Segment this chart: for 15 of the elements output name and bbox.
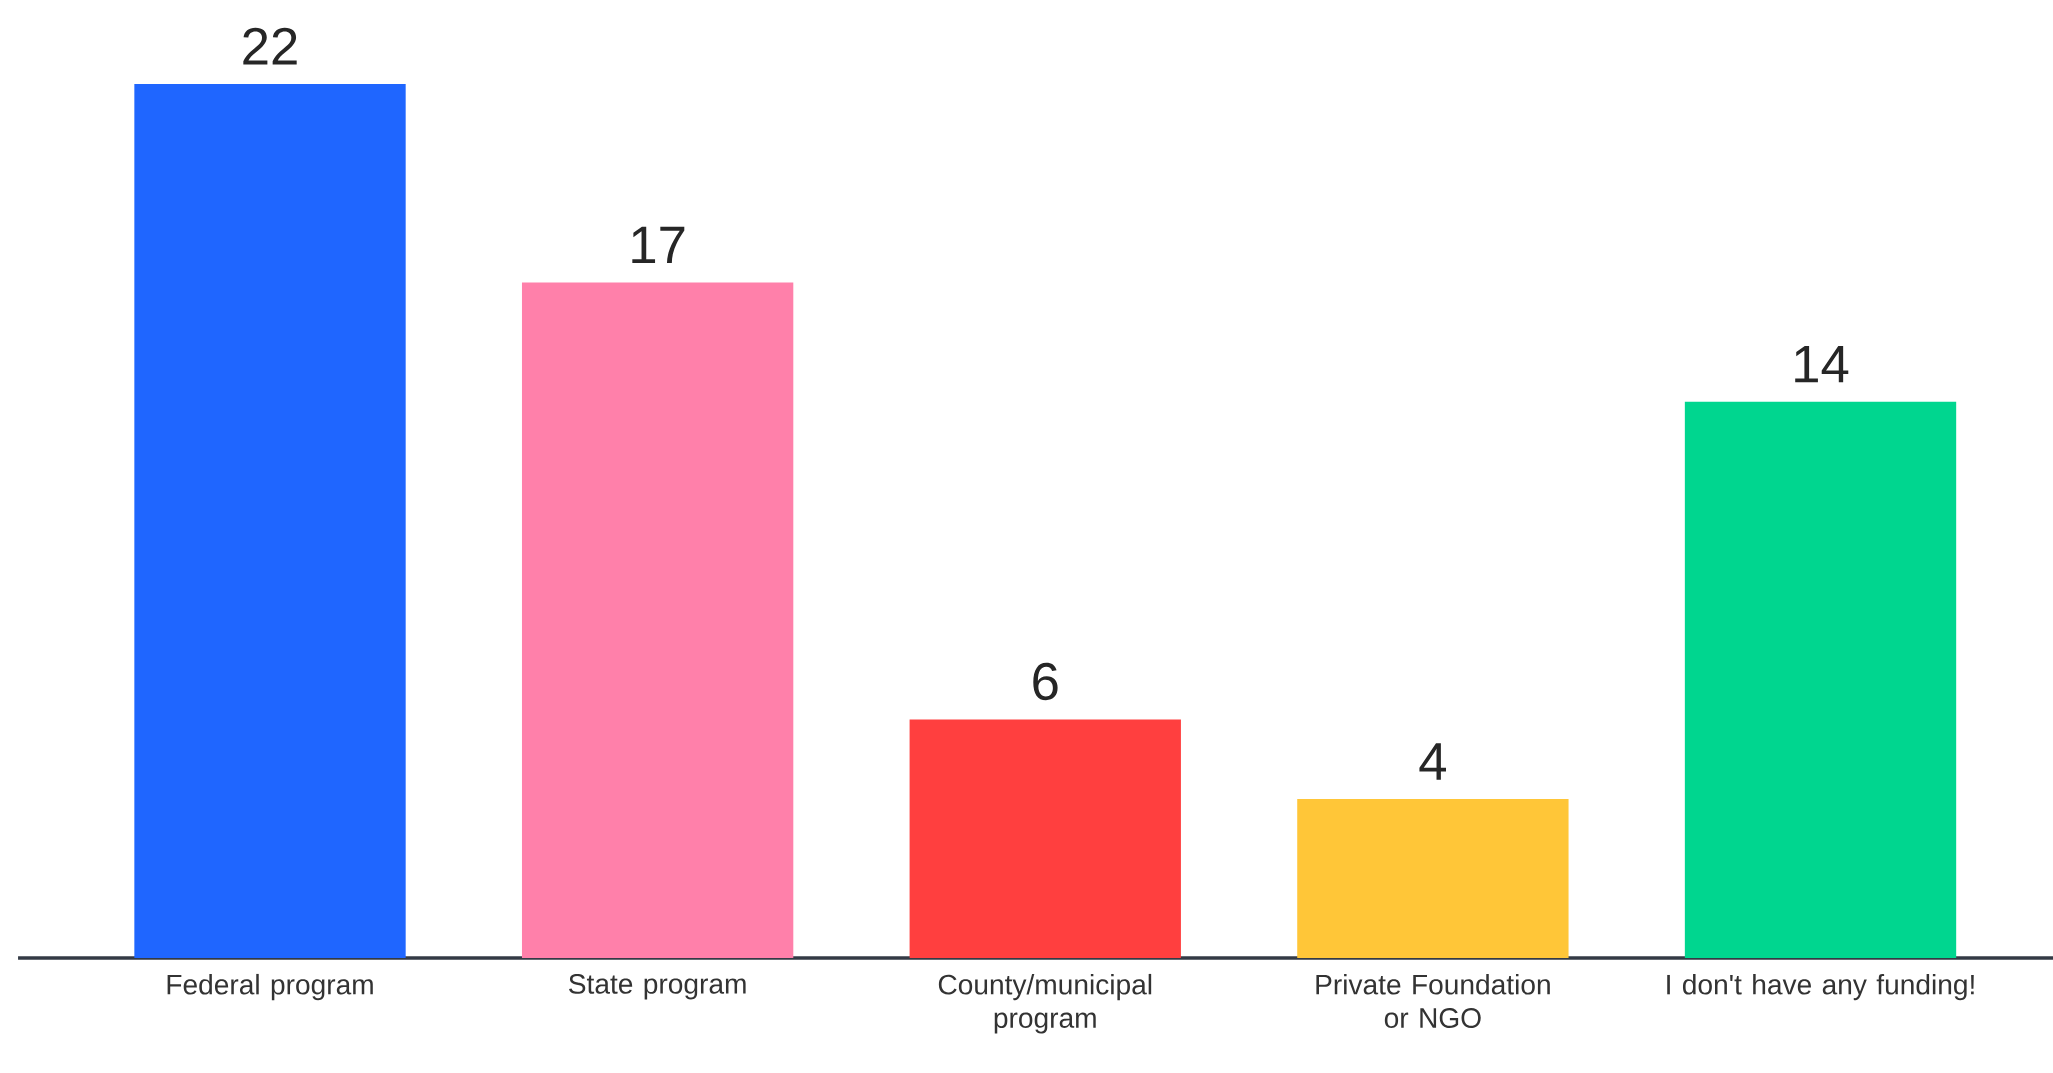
bar	[134, 83, 406, 958]
bar	[1684, 401, 1957, 958]
x-tick-label: State program	[569, 973, 746, 1000]
data-label: 17	[632, 226, 685, 264]
x-tick-label: Private Foundation or NGO	[1316, 973, 1550, 1028]
data-label: 4	[1419, 743, 1446, 780]
data-label: 14	[1795, 346, 1849, 383]
x-tick-label: County/municipal program	[938, 973, 1152, 1034]
data-label: 22	[243, 27, 297, 65]
bar	[521, 282, 794, 958]
bar	[909, 719, 1181, 958]
data-label: 6	[1033, 662, 1058, 701]
x-tick-label: Federal program	[167, 973, 373, 1001]
bar	[1297, 799, 1569, 958]
x-tick-label: I don't have any funding!	[1667, 973, 1974, 1001]
